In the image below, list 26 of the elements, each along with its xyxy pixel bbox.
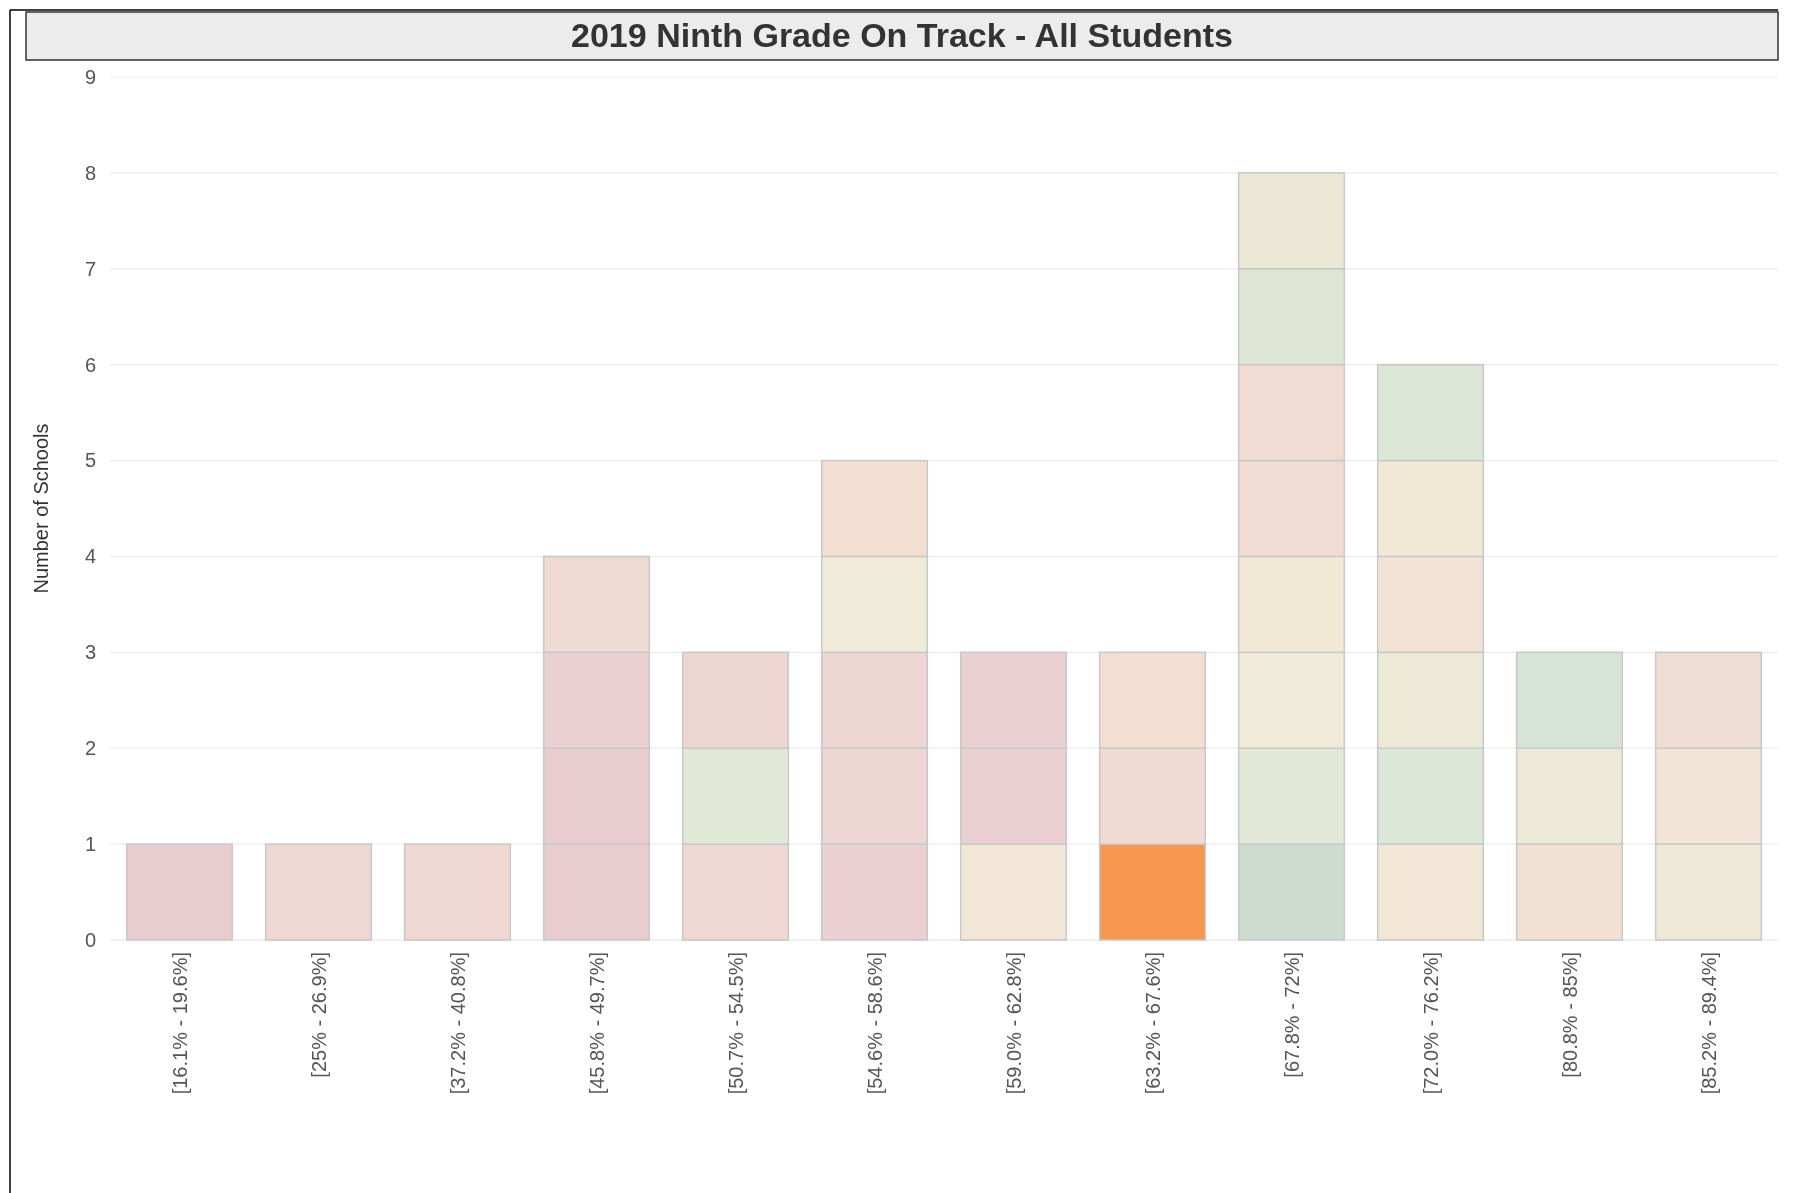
x-tick-label: [72.0% - 76.2%] (1419, 952, 1442, 1095)
chart-title: 2019 Ninth Grade On Track - All Students (571, 16, 1233, 54)
x-tick-label: [25% - 26.9%] (307, 952, 330, 1078)
x-tick-label: [16.1% - 19.6%] (168, 952, 191, 1095)
x-tick-label: [45.8% - 49.7%] (585, 952, 608, 1095)
y-tick-label: 6 (84, 353, 96, 376)
y-tick-label: 0 (84, 928, 96, 951)
y-tick-label: 5 (84, 449, 96, 472)
x-tick-label: [67.8% - 72%] (1280, 952, 1303, 1078)
y-tick-label: 1 (84, 833, 96, 856)
x-tick-label: [63.2% - 67.6%] (1141, 952, 1164, 1095)
y-tick-label: 7 (84, 257, 96, 280)
y-tick-label: 3 (84, 641, 96, 664)
x-tick-label: [85.2% - 89.4%] (1697, 952, 1720, 1095)
x-tick-label: [59.0% - 62.8%] (1002, 952, 1025, 1095)
y-tick-label: 9 (84, 65, 96, 88)
bar (264, 843, 373, 941)
y-axis-title: Number of Schools (30, 423, 52, 594)
x-tick-label: [50.7% - 54.5%] (724, 952, 747, 1095)
x-tick-label: [37.2% - 40.8%] (446, 952, 469, 1095)
x-tick-label: [80.8% - 85%] (1558, 952, 1581, 1078)
y-tick-label: 2 (84, 737, 96, 760)
x-tick-label: [54.6% - 58.6%] (863, 952, 886, 1095)
bar (403, 843, 512, 941)
y-tick-label: 4 (84, 545, 96, 568)
y-tick-label: 8 (84, 161, 96, 184)
